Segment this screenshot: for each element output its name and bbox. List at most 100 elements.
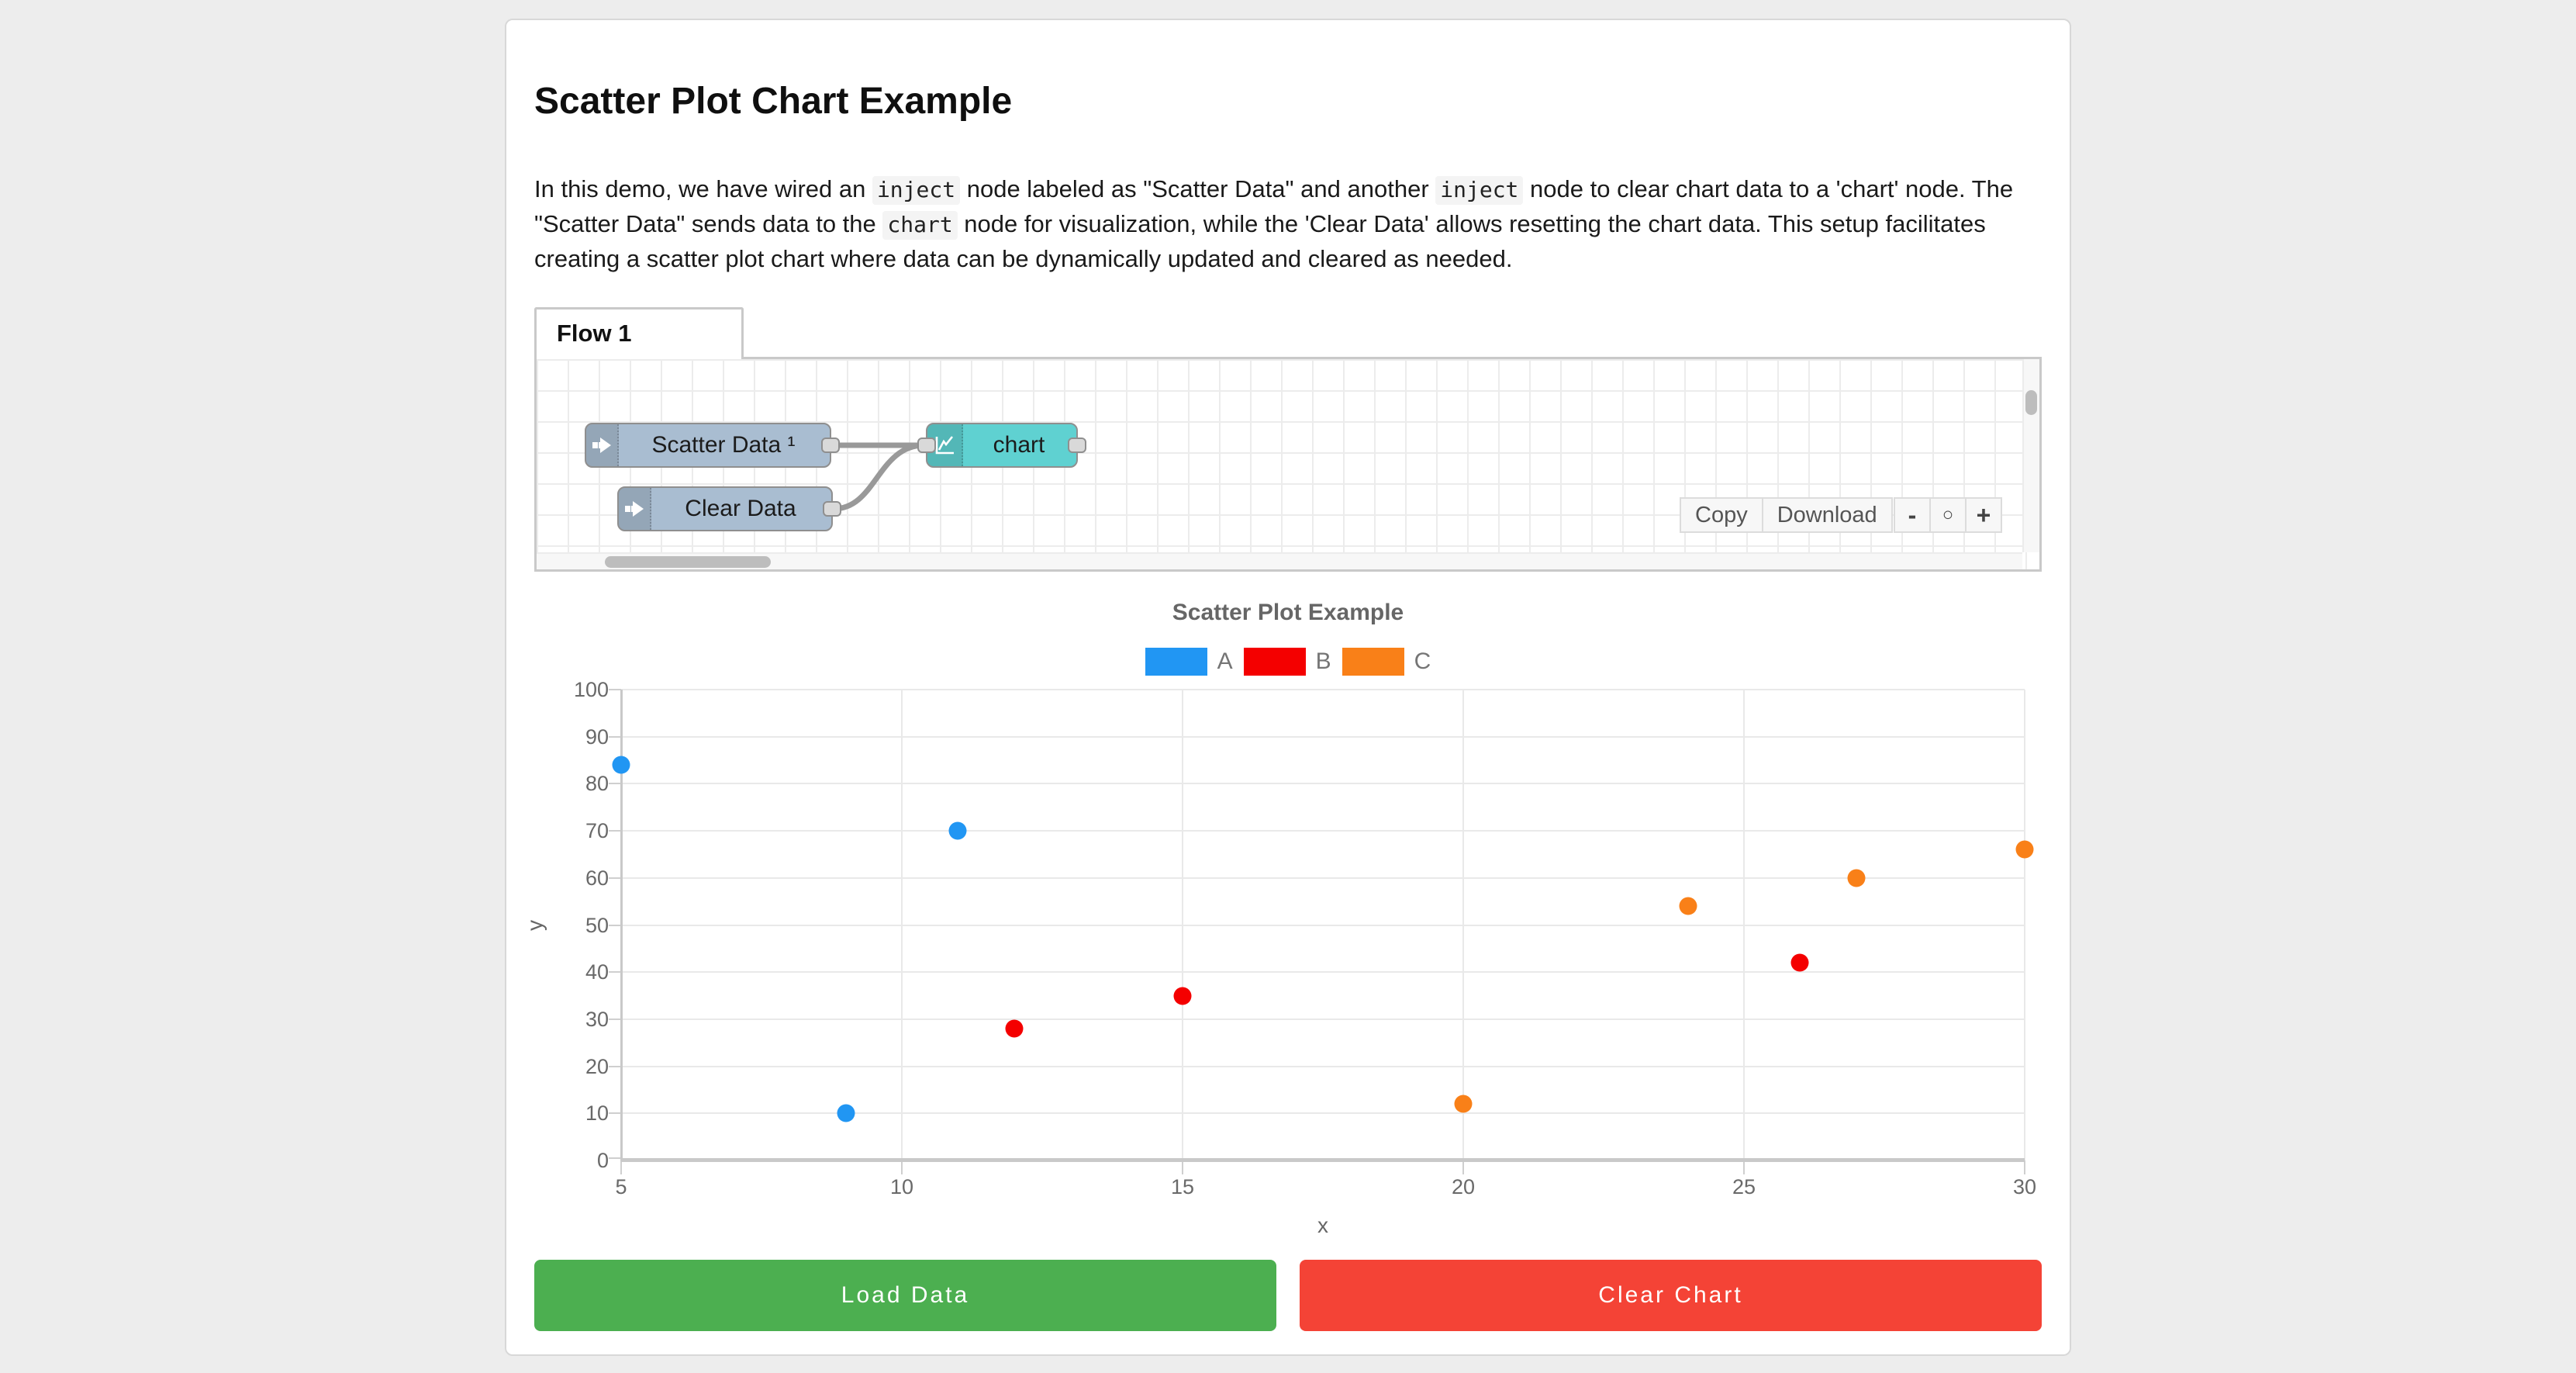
- y-tick-label: 70: [585, 819, 609, 843]
- flow-canvas: Scatter Data ¹ Clear Data: [534, 357, 2042, 572]
- legend-label: A: [1217, 648, 1233, 674]
- download-button[interactable]: Download: [1761, 497, 1893, 533]
- x-tick-label: 5: [615, 1175, 627, 1198]
- tick-mark: [609, 1065, 621, 1067]
- y-tick-label: 80: [585, 772, 609, 796]
- y-tick-label: 40: [585, 960, 609, 984]
- page-title: Scatter Plot Chart Example: [534, 81, 1013, 122]
- data-point[interactable]: [1005, 1019, 1024, 1038]
- legend-item[interactable]: B: [1243, 648, 1331, 676]
- data-point[interactable]: [1790, 953, 1809, 972]
- gridline: [1743, 690, 1745, 1160]
- tick-mark: [609, 1112, 621, 1115]
- gridline: [621, 971, 2025, 974]
- plot-area: y 0 10 20 30 40 50 60 70 80 90 100: [523, 678, 2034, 1174]
- y-tick-label: 20: [585, 1054, 609, 1078]
- y-axis-title: y: [523, 919, 547, 931]
- data-point[interactable]: [1454, 1095, 1473, 1113]
- tick-mark: [1182, 1160, 1183, 1174]
- tick-mark: [1743, 1160, 1745, 1174]
- tick-mark: [609, 1018, 621, 1020]
- data-point[interactable]: [1679, 897, 1697, 915]
- x-axis-line: [621, 1158, 2025, 1162]
- gridline: [1462, 690, 1464, 1160]
- tick-mark: [609, 877, 621, 879]
- v-scrollbar-track: [2022, 359, 2039, 552]
- node-clear-data[interactable]: Clear Data: [617, 486, 841, 531]
- y-tick-label: 30: [585, 1007, 609, 1031]
- tick-mark: [1462, 1160, 1464, 1174]
- data-point[interactable]: [612, 756, 630, 774]
- y-tick-label: 60: [585, 866, 609, 890]
- gridline: [621, 735, 2025, 738]
- tick-mark: [609, 924, 621, 926]
- node-scatter-data[interactable]: Scatter Data ¹: [585, 423, 840, 468]
- tick-mark: [609, 1157, 621, 1159]
- node-chart[interactable]: chart: [917, 423, 1086, 468]
- data-point[interactable]: [948, 821, 967, 840]
- clear-chart-button[interactable]: Clear Chart: [1300, 1260, 2042, 1331]
- legend-item[interactable]: A: [1145, 648, 1233, 676]
- content-card: Scatter Plot Chart Example In this demo,…: [505, 19, 2071, 1356]
- legend-label: B: [1315, 648, 1331, 674]
- zoom-reset-button[interactable]: ○: [1929, 497, 1967, 533]
- zoom-out-button[interactable]: -: [1894, 497, 1931, 533]
- input-port[interactable]: [917, 437, 936, 453]
- chart-legend: A B C: [534, 648, 2042, 676]
- gridline: [621, 1065, 2025, 1067]
- wire-layer: [829, 442, 928, 512]
- zoom-controls: - ○ +: [1894, 497, 2002, 533]
- data-point[interactable]: [837, 1104, 855, 1122]
- tick-mark: [620, 1160, 622, 1174]
- x-tick-label: 20: [1451, 1175, 1476, 1198]
- data-point[interactable]: [2015, 840, 2034, 859]
- y-tick-label: 0: [596, 1149, 609, 1172]
- tick-mark: [609, 971, 621, 974]
- x-tick-label: 30: [2012, 1175, 2037, 1198]
- legend-label: C: [1414, 648, 1431, 674]
- gridline: [2024, 690, 2025, 1160]
- data-point[interactable]: [1847, 869, 1866, 887]
- gridline: [621, 877, 2025, 879]
- load-data-button[interactable]: Load Data: [534, 1260, 1276, 1331]
- tick-mark: [609, 689, 621, 690]
- legend-swatch: [1145, 648, 1207, 676]
- y-tick-label: 10: [585, 1102, 609, 1126]
- v-scrollbar-thumb[interactable]: [2025, 390, 2037, 415]
- h-scrollbar-track: [537, 552, 2022, 569]
- gridline: [621, 689, 2025, 690]
- tick-mark: [609, 783, 621, 785]
- flow-tab[interactable]: Flow 1: [534, 307, 744, 359]
- data-point[interactable]: [1173, 987, 1192, 1005]
- tick-mark: [901, 1160, 903, 1174]
- page-background: { "page": { "title": "Scatter Plot Chart…: [0, 19, 2576, 1373]
- chart-section: Scatter Plot Example A B C y 0 10 20 30 40 50 60…: [523, 598, 2042, 1240]
- zoom-in-button[interactable]: +: [1965, 497, 2002, 533]
- legend-swatch: [1243, 648, 1306, 676]
- wire-clear-to-chart: [830, 442, 927, 512]
- node-label: Scatter Data ¹: [651, 432, 796, 458]
- gridline: [1182, 690, 1183, 1160]
- tick-mark: [609, 830, 621, 832]
- output-port[interactable]: [1068, 437, 1086, 453]
- intro-paragraph: In this demo, we have wired an inject no…: [534, 175, 2014, 272]
- y-tick-label: 100: [573, 678, 609, 701]
- y-axis-line: [620, 690, 623, 1160]
- chart-title: Scatter Plot Example: [1172, 600, 1404, 625]
- copy-button[interactable]: Copy: [1680, 497, 1763, 533]
- legend-swatch: [1342, 648, 1404, 676]
- x-labels-row: 5 10 15 20 25 30: [615, 1173, 2036, 1201]
- x-tick-label: 25: [1732, 1175, 1756, 1198]
- flow-toolbar: Copy Download: [1680, 497, 1893, 533]
- gridline: [621, 924, 2025, 926]
- gridline: [621, 1018, 2025, 1020]
- legend-item[interactable]: C: [1342, 648, 1431, 676]
- output-port[interactable]: [821, 437, 840, 453]
- x-tick-label: 15: [1170, 1175, 1195, 1198]
- inject-icon: [586, 424, 619, 466]
- h-scrollbar-thumb[interactable]: [605, 556, 771, 568]
- output-port[interactable]: [823, 501, 841, 517]
- tick-mark: [2024, 1160, 2025, 1174]
- x-tick-label: 10: [889, 1175, 914, 1198]
- y-tick-label: 90: [585, 725, 609, 749]
